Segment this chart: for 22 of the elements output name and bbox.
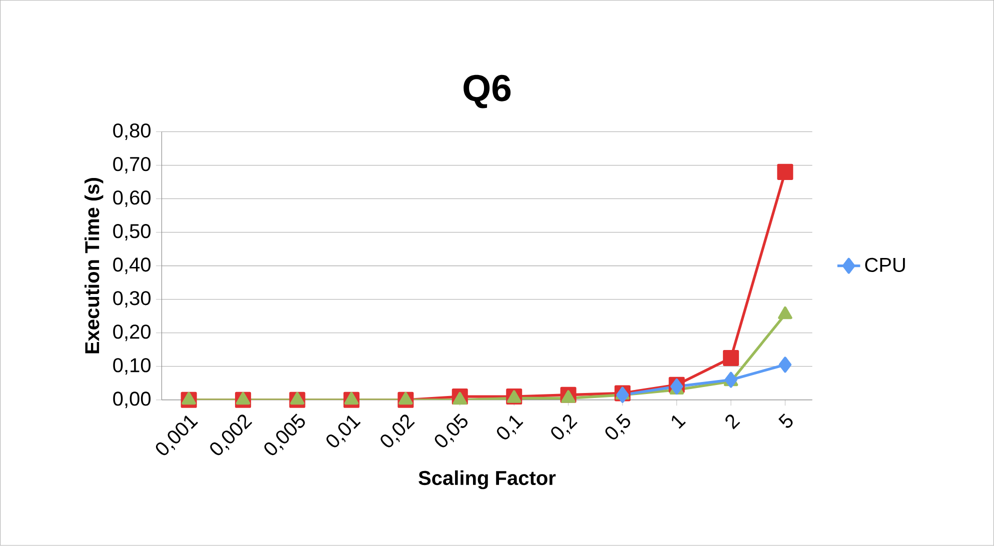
y-tick-label: 0,40 — [113, 258, 151, 274]
x-tick-label: 0,05 — [434, 414, 468, 448]
x-tick-label: 0,02 — [380, 414, 415, 448]
chart-title: Q6 — [464, 75, 511, 108]
x-axis-title: Scaling Factor — [418, 470, 556, 490]
x-tick-label: 1 — [672, 416, 686, 429]
y-tick-label: 0,60 — [113, 190, 151, 208]
y-tick-label: 0,80 — [113, 124, 151, 140]
x-tick-label: 0,01 — [326, 416, 361, 448]
x-tick-label: 0,2 — [551, 414, 578, 440]
y-axis-title: Execution Time (s) — [84, 178, 104, 354]
x-tick-label: 0,5 — [605, 414, 630, 440]
y-tick-label: 0,50 — [113, 224, 151, 241]
x-tick-label: 0,1 — [496, 416, 524, 440]
legend-label: CPU — [865, 258, 905, 272]
y-tick-label: 0,20 — [113, 324, 151, 342]
x-tick-label: 2 — [726, 414, 740, 430]
y-tick-label: 0,00 — [113, 392, 151, 408]
y-tick-label: 0,30 — [113, 291, 151, 308]
y-tick-label: 0,10 — [113, 358, 151, 375]
x-tick-label: 5 — [778, 414, 793, 428]
y-tick-label: 0,70 — [113, 157, 151, 174]
